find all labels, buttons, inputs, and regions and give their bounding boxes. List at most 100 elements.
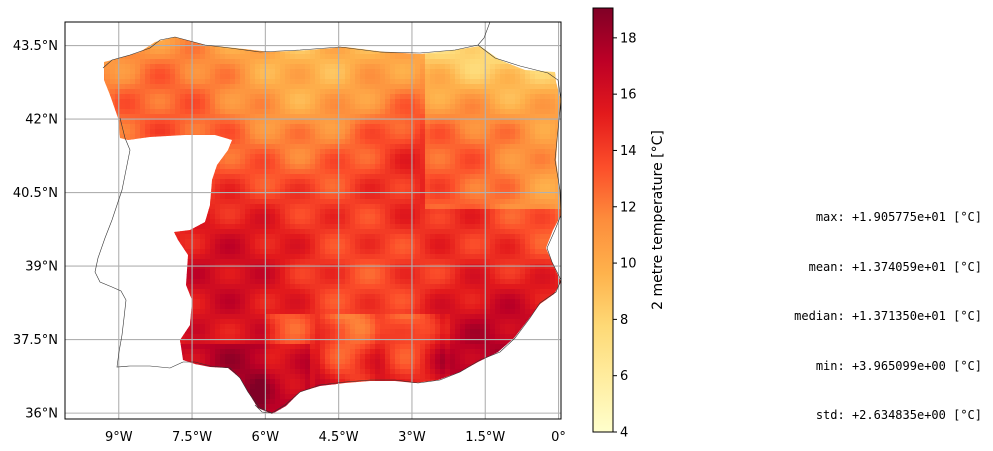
temperature-cell: [380, 204, 386, 210]
temperature-cell: [370, 294, 376, 300]
temperature-cell: [410, 219, 416, 225]
temperature-cell: [485, 249, 491, 255]
temperature-cell: [330, 229, 336, 235]
temperature-cell: [200, 54, 206, 60]
temperature-cell: [400, 104, 406, 110]
temperature-cell: [370, 69, 376, 75]
temperature-cell: [370, 124, 376, 130]
temperature-cell: [215, 299, 221, 305]
temperature-cell: [445, 94, 451, 100]
temperature-cell: [265, 194, 271, 200]
temperature-cell: [195, 249, 201, 255]
temperature-cell: [350, 299, 356, 305]
temperature-cell: [265, 164, 271, 170]
temperature-cell: [140, 54, 146, 60]
temperature-cell: [430, 159, 436, 165]
temperature-cell: [540, 159, 546, 165]
temperature-cell: [455, 49, 461, 55]
temperature-cell: [365, 294, 371, 300]
temperature-cell: [495, 219, 501, 225]
temperature-cell: [545, 89, 551, 95]
temperature-cell: [435, 54, 441, 60]
temperature-cell: [420, 199, 426, 205]
temperature-cell: [190, 279, 196, 285]
temperature-cell: [155, 119, 161, 125]
temperature-cell: [415, 289, 421, 295]
temperature-cell: [485, 99, 491, 105]
temperature-cell: [300, 174, 306, 180]
temperature-cell: [220, 79, 226, 85]
temperature-cell: [385, 114, 391, 120]
temperature-cell: [250, 164, 256, 170]
temperature-cell: [270, 114, 276, 120]
temperature-cell: [385, 119, 391, 125]
temperature-cell: [145, 59, 151, 65]
temperature-cell: [355, 134, 361, 140]
temperature-cell: [235, 149, 241, 155]
temperature-cell: [410, 114, 416, 120]
temperature-cell: [345, 279, 351, 285]
temperature-cell: [340, 214, 346, 220]
temperature-cell: [265, 104, 271, 110]
temperature-cell: [555, 214, 561, 220]
temperature-cell: [325, 59, 331, 65]
temperature-cell: [300, 104, 306, 110]
temperature-cell: [395, 199, 401, 205]
temperature-cell: [320, 94, 326, 100]
temperature-cell: [490, 89, 496, 95]
temperature-cell: [365, 204, 371, 210]
temperature-cell: [330, 59, 336, 65]
temperature-cell: [450, 119, 456, 125]
temperature-cell: [410, 149, 416, 155]
temperature-cell: [490, 129, 496, 135]
temperature-cell: [485, 139, 491, 145]
temperature-cell: [255, 294, 261, 300]
temperature-cell: [525, 244, 531, 250]
temperature-cell: [410, 119, 416, 125]
temperature-cell: [220, 229, 226, 235]
temperature-cell: [485, 199, 491, 205]
temperature-cell: [370, 299, 376, 305]
temperature-cell: [305, 234, 311, 240]
temperature-cell: [120, 69, 126, 75]
temperature-cell: [210, 294, 216, 300]
temperature-cell: [200, 59, 206, 65]
temperature-cell: [525, 94, 531, 100]
temperature-cell: [285, 269, 291, 275]
temperature-cell: [520, 219, 526, 225]
temperature-cell: [230, 49, 236, 55]
temperature-cell: [270, 74, 276, 80]
temperature-cell: [400, 214, 406, 220]
temperature-cell: [335, 109, 341, 115]
temperature-cell: [355, 279, 361, 285]
temperature-cell: [305, 149, 311, 155]
temperature-cell: [340, 294, 346, 300]
temperature-cell: [155, 59, 161, 65]
temperature-cell: [455, 279, 461, 285]
temperature-cell: [310, 289, 316, 295]
temperature-cell: [455, 179, 461, 185]
temperature-cell: [505, 154, 511, 160]
temperature-cell: [160, 99, 166, 105]
temperature-cell: [135, 79, 141, 85]
temperature-cell: [210, 179, 216, 185]
temperature-cell: [325, 284, 331, 290]
temperature-cell: [510, 229, 516, 235]
temperature-cell: [460, 164, 466, 170]
temperature-cell: [465, 109, 471, 115]
temperature-cell: [315, 289, 321, 295]
temperature-cell: [245, 209, 251, 215]
temperature-cell: [455, 64, 461, 70]
temperature-cell: [220, 219, 226, 225]
temperature-cell: [240, 274, 246, 280]
temperature-cell: [170, 37, 176, 40]
temperature-cell: [535, 74, 541, 80]
temperature-cell: [225, 274, 231, 280]
temperature-cell: [270, 149, 276, 155]
temperature-cell: [525, 259, 531, 265]
temperature-cell: [205, 74, 211, 80]
temperature-cell: [545, 219, 551, 225]
temperature-cell: [365, 254, 371, 260]
temperature-cell: [495, 104, 501, 110]
temperature-cell: [355, 104, 361, 110]
